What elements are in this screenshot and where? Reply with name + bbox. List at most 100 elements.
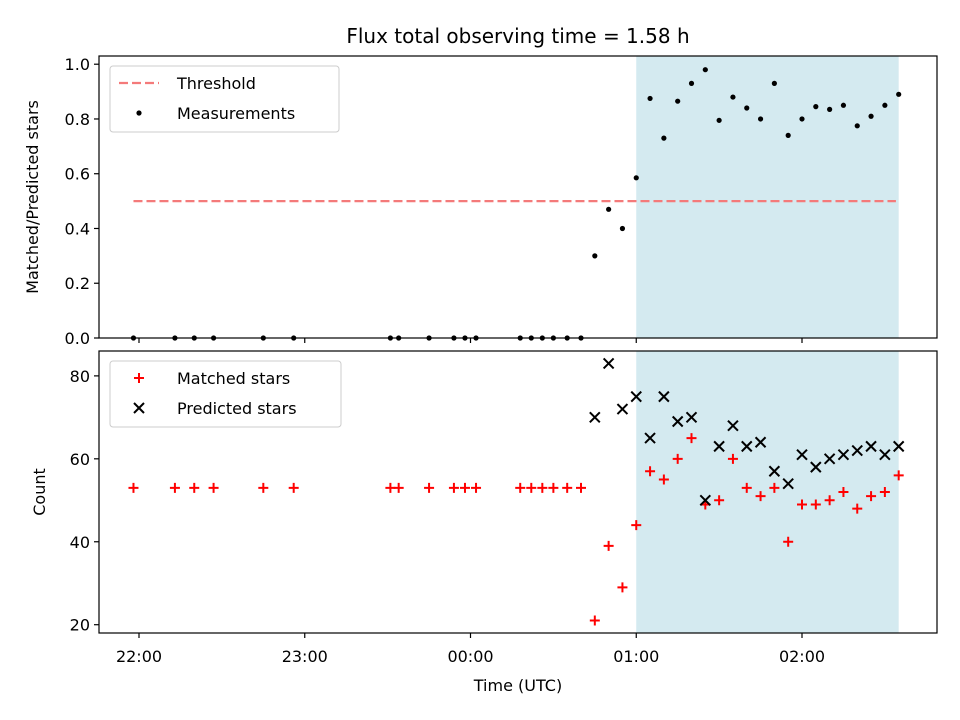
data-point-x (685, 411, 698, 424)
data-point-plus (208, 482, 219, 493)
y-tick-label: 0.8 (65, 110, 90, 129)
legend-label: Matched stars (177, 369, 290, 388)
data-point-x (658, 390, 670, 403)
y-tick-label: 0.4 (65, 219, 90, 238)
data-point-plus (169, 482, 180, 493)
data-point-plus (548, 482, 559, 493)
data-point-plus (617, 582, 628, 593)
legend: Matched stars Predicted stars (109, 360, 342, 428)
data-point-dot (757, 116, 764, 122)
data-point-x (644, 432, 656, 444)
data-point-plus (537, 482, 548, 493)
data-point-dot (702, 67, 708, 73)
data-point-plus (755, 491, 766, 502)
data-point-x (713, 440, 725, 453)
y-tick-label: 1.0 (65, 55, 90, 74)
y-tick-label: 80 (70, 367, 90, 386)
data-point-plus (658, 474, 669, 485)
y-tick-label: 20 (70, 616, 90, 635)
data-point-dot (688, 80, 695, 86)
legend-label: Measurements (177, 104, 295, 123)
data-point-x (796, 448, 808, 461)
bottom-panel-y-axis-title: Count (30, 468, 49, 516)
data-point-plus (459, 482, 470, 493)
data-point-dot (896, 91, 902, 97)
data-point-x (671, 415, 684, 428)
data-point-plus (852, 503, 863, 514)
data-point-dot (592, 253, 598, 259)
top-panel-y-axis-title: Matched/Predicted stars (23, 100, 42, 294)
data-point-x (630, 390, 642, 403)
data-point-dot (771, 80, 777, 86)
data-point-x (727, 419, 739, 432)
data-point-dot (868, 113, 874, 119)
x-tick-label: 23:00 (282, 647, 328, 666)
x-tick-label: 02:00 (779, 647, 825, 666)
data-point-x (699, 494, 712, 507)
data-point-plus (562, 482, 573, 493)
data-point-plus (714, 495, 725, 506)
data-point-plus (769, 482, 780, 493)
legend-symbol (133, 402, 145, 414)
data-point-x (892, 440, 905, 453)
data-point-plus (515, 482, 526, 493)
legend-symbol (134, 373, 144, 383)
data-point-dot (813, 104, 819, 110)
y-tick-label: 0.6 (65, 165, 90, 184)
data-point-x (602, 357, 615, 370)
x-tick-label: 22:00 (116, 647, 162, 666)
data-point-plus (727, 453, 738, 464)
legend-label: Predicted stars (177, 399, 297, 418)
data-point-dot (675, 98, 681, 104)
data-point-dot (854, 123, 860, 129)
data-point-dot (827, 106, 833, 112)
data-point-plus (824, 495, 835, 506)
data-point-plus (672, 453, 683, 464)
shaded-observing-region (636, 56, 899, 338)
x-tick-label: 00:00 (447, 647, 493, 666)
data-point-dot (716, 117, 722, 123)
data-point-plus (471, 482, 482, 493)
data-point-dot (633, 175, 639, 181)
data-point-plus (603, 540, 614, 551)
top-panel: 0.0 0.2 0.4 0.6 0.8 1.0 Threshold Measurements (65, 55, 938, 348)
data-point-x (782, 477, 794, 490)
plot-frame (98, 55, 938, 339)
data-point-dot (661, 135, 667, 141)
x-axis-title: Time (UTC) (473, 676, 562, 695)
data-point-dot (647, 95, 653, 102)
data-point-x (741, 440, 753, 453)
y-tick-label: 60 (70, 450, 90, 469)
data-point-dot (606, 206, 612, 212)
data-point-plus (838, 487, 849, 497)
data-point-plus (893, 470, 904, 481)
y-tick-label: 0.2 (65, 274, 90, 293)
data-point-x (768, 465, 781, 477)
data-point-plus (258, 482, 269, 493)
data-point-dot (730, 94, 736, 100)
legend-box (109, 65, 340, 133)
data-point-x (837, 448, 850, 461)
x-tick-label: 01:00 (613, 647, 659, 666)
y-tick-label: 40 (70, 533, 90, 552)
data-point-plus (526, 482, 537, 493)
shaded-observing-region (636, 351, 899, 633)
plot-frame (98, 350, 938, 634)
data-point-plus (589, 615, 600, 626)
data-point-plus (189, 482, 200, 493)
data-point-x (616, 403, 629, 415)
legend-symbol (136, 110, 142, 116)
data-point-x (823, 453, 836, 465)
data-point-plus (866, 491, 877, 502)
data-point-x (589, 411, 601, 424)
data-point-plus (424, 482, 435, 493)
data-point-plus (879, 487, 890, 497)
y-tick-label: 0.0 (65, 329, 90, 348)
data-point-plus (783, 536, 794, 547)
data-point-plus (128, 482, 139, 493)
chart-title: Flux total observing time = 1.58 h (346, 24, 689, 48)
data-point-x (810, 461, 822, 473)
legend-label: Threshold (176, 74, 256, 93)
data-point-plus (686, 433, 697, 444)
